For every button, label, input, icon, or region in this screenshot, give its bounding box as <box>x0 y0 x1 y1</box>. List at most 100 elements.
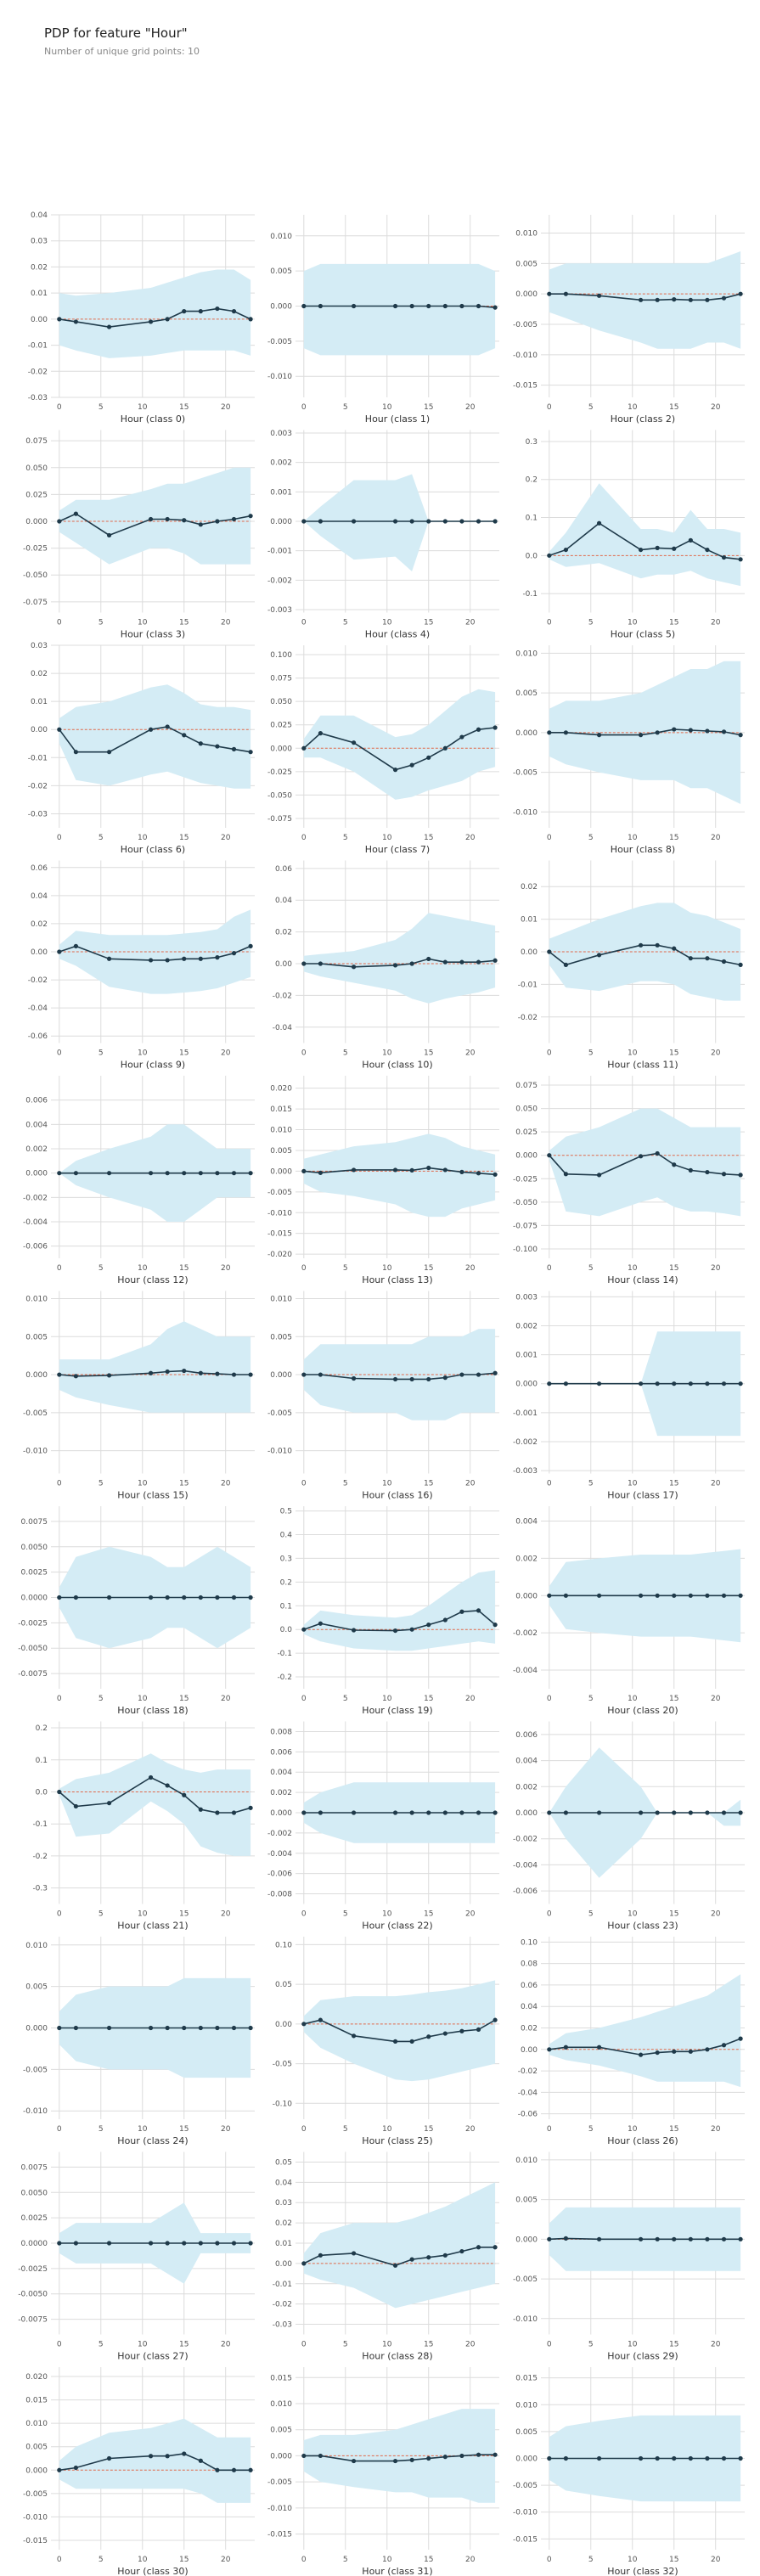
y-tick-label: 0.000 <box>515 290 538 299</box>
y-tick-label: -0.004 <box>23 1218 48 1227</box>
pdp-point <box>351 1810 357 1815</box>
pdp-point <box>547 1153 552 1158</box>
pdp-point <box>459 1372 464 1377</box>
pdp-point <box>318 2017 323 2022</box>
pdp-point <box>638 1381 644 1386</box>
y-tick-label: -0.010 <box>267 373 292 381</box>
x-tick-label: 15 <box>669 619 678 627</box>
pdp-point <box>182 2025 187 2031</box>
pdp-point <box>318 1170 323 1175</box>
pdp-line <box>303 727 496 771</box>
x-tick-label: 0 <box>57 834 62 842</box>
pdp-point <box>563 962 568 967</box>
y-tick-label: 0.000 <box>270 745 292 753</box>
pdp-point <box>301 1372 307 1377</box>
y-tick-label: 0.000 <box>25 1371 48 1380</box>
y-tick-label: -0.04 <box>518 2089 538 2097</box>
x-tick-label: 10 <box>138 1910 148 1919</box>
y-tick-label: -0.015 <box>513 2535 538 2544</box>
pdp-line <box>303 305 496 308</box>
pdp-point <box>547 2047 552 2052</box>
x-tick-label: 0 <box>547 1695 552 1703</box>
pdp-point <box>688 1810 693 1815</box>
y-tick-label: 0.002 <box>515 1783 538 1791</box>
pdp-point <box>705 2047 710 2052</box>
pdp-point <box>215 1371 220 1376</box>
x-axis-label: Hour (class 18) <box>117 1705 188 1716</box>
pdp-point <box>351 740 357 745</box>
x-tick-label: 20 <box>465 1264 476 1273</box>
y-tick-label: -0.010 <box>513 808 538 817</box>
y-tick-label: -0.0075 <box>18 1670 48 1679</box>
y-tick-label: -0.03 <box>273 2321 292 2330</box>
y-tick-label: 0.0000 <box>21 2240 48 2248</box>
pdp-point <box>165 2454 170 2459</box>
x-tick-label: 15 <box>424 403 433 412</box>
pdp-point <box>547 949 552 954</box>
pdp-point <box>426 1810 431 1815</box>
pdp-point <box>182 733 187 738</box>
x-tick-label: 0 <box>301 834 307 842</box>
pdp-point <box>476 1608 481 1613</box>
x-tick-label: 0 <box>301 1695 307 1703</box>
pdp-point <box>655 1150 660 1156</box>
x-tick-label: 5 <box>343 403 348 412</box>
pdp-line <box>549 2237 741 2241</box>
pdp-point <box>547 1593 552 1598</box>
pdp-point <box>738 2455 743 2461</box>
pdp-point <box>547 1810 552 1815</box>
x-tick-label: 20 <box>711 2125 721 2134</box>
y-tick-label: 0.00 <box>275 960 292 969</box>
pdp-point <box>215 2241 220 2246</box>
x-tick-label: 10 <box>382 403 392 412</box>
x-tick-label: 5 <box>99 1049 104 1058</box>
x-tick-label: 5 <box>99 1480 104 1488</box>
pdp-point <box>198 2025 203 2031</box>
x-tick-label: 10 <box>138 1264 148 1273</box>
y-tick-label: -0.10 <box>273 2100 293 2108</box>
pdp-point <box>165 1171 170 1176</box>
x-axis-label: Hour (class 23) <box>607 1921 678 1932</box>
y-tick-label: 0.000 <box>270 303 292 312</box>
pdp-point <box>705 728 710 734</box>
pdp-point <box>476 303 481 309</box>
y-tick-label: -0.2 <box>32 1853 48 1861</box>
pdp-point <box>426 303 431 309</box>
y-tick-label: 0.015 <box>515 2375 538 2383</box>
pdp-point <box>231 746 237 751</box>
pdp-point <box>738 1593 743 1598</box>
y-tick-label: 0.04 <box>31 892 48 901</box>
pdp-point <box>392 519 398 524</box>
pdp-point <box>721 1172 727 1177</box>
pdp-point <box>248 750 253 755</box>
x-tick-label: 20 <box>221 403 231 412</box>
y-tick-label: 0.10 <box>275 1941 292 1949</box>
pdp-point <box>459 303 464 309</box>
y-tick-label: 0.010 <box>515 230 538 239</box>
y-tick-label: 0.5 <box>280 1508 292 1516</box>
pdp-point <box>148 1171 154 1176</box>
pdp-panel-21: 0.2 0.1 0.0 -0.1 -0.2 -0.3 0 5 10 15 20 Hour (class… <box>32 1721 255 1932</box>
pdp-point <box>57 1789 62 1795</box>
x-tick-label: 5 <box>588 1910 594 1919</box>
pdp-point <box>198 2458 203 2463</box>
y-tick-label: -0.005 <box>267 338 292 346</box>
pdp-point <box>318 303 323 309</box>
pdp-point <box>215 1171 220 1176</box>
pdp-point <box>688 1381 693 1386</box>
y-tick-label: -0.003 <box>267 606 292 615</box>
x-tick-label: 10 <box>138 834 148 842</box>
pdp-point <box>426 2455 431 2461</box>
pdp-line <box>549 522 741 560</box>
x-tick-label: 20 <box>465 834 476 842</box>
y-tick-label: 0.005 <box>25 1333 48 1341</box>
pdp-point <box>476 1372 481 1377</box>
pdp-panel-12: 0.006 0.004 0.002 0.000 -0.002 -0.004 -0.006 0 5… <box>23 1076 255 1285</box>
y-tick-label: -0.1 <box>32 1820 48 1829</box>
y-tick-label: 0.002 <box>515 1555 538 1563</box>
y-tick-label: 0.2 <box>526 476 538 485</box>
x-tick-label: 10 <box>382 1480 392 1488</box>
x-tick-label: 15 <box>424 2341 433 2349</box>
y-tick-label: 0.0050 <box>21 2189 48 2197</box>
pdp-point <box>106 2455 112 2461</box>
